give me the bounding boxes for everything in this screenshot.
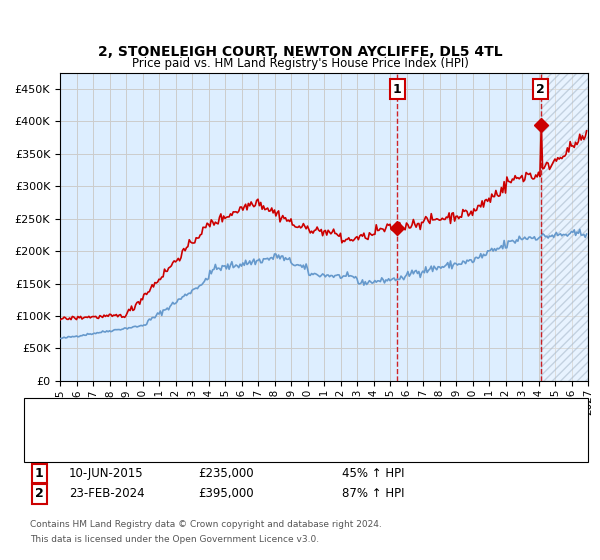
Text: £235,000: £235,000: [198, 466, 254, 480]
Text: 87% ↑ HPI: 87% ↑ HPI: [342, 487, 404, 501]
Text: 2: 2: [35, 487, 43, 501]
Text: This data is licensed under the Open Government Licence v3.0.: This data is licensed under the Open Gov…: [30, 535, 319, 544]
Text: 1: 1: [35, 466, 43, 480]
Text: 10-JUN-2015: 10-JUN-2015: [69, 466, 143, 480]
Text: 1: 1: [393, 82, 401, 96]
Text: £395,000: £395,000: [198, 487, 254, 501]
Text: 45% ↑ HPI: 45% ↑ HPI: [342, 466, 404, 480]
Text: 2, STONELEIGH COURT, NEWTON AYCLIFFE, DL5 4TL (detached house): 2, STONELEIGH COURT, NEWTON AYCLIFFE, DL…: [81, 407, 446, 417]
Text: 23-FEB-2024: 23-FEB-2024: [69, 487, 145, 501]
Text: Contains HM Land Registry data © Crown copyright and database right 2024.: Contains HM Land Registry data © Crown c…: [30, 520, 382, 529]
Text: ———: ———: [42, 437, 79, 450]
Text: HPI: Average price, detached house, County Durham: HPI: Average price, detached house, Coun…: [81, 438, 356, 449]
Text: Price paid vs. HM Land Registry's House Price Index (HPI): Price paid vs. HM Land Registry's House …: [131, 57, 469, 70]
Text: 2: 2: [536, 82, 545, 96]
Text: ———: ———: [42, 405, 79, 418]
Bar: [541, 73, 588, 381]
Text: 2, STONELEIGH COURT, NEWTON AYCLIFFE, DL5 4TL: 2, STONELEIGH COURT, NEWTON AYCLIFFE, DL…: [98, 45, 502, 59]
Bar: [541, 73, 588, 381]
